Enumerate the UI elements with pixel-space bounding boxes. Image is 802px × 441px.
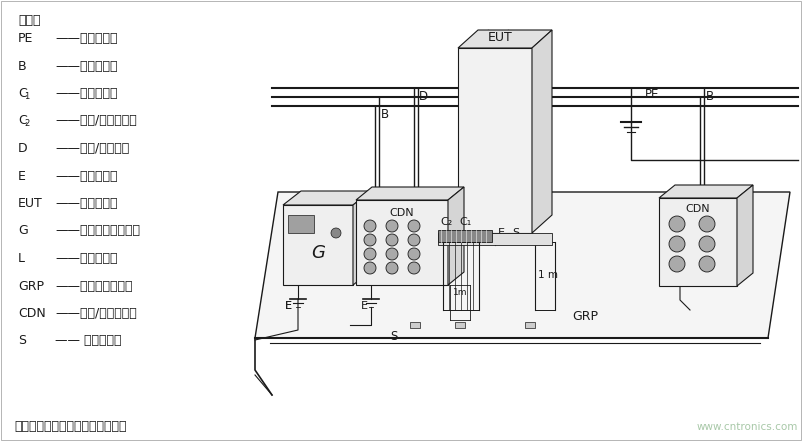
Text: S: S [18,335,26,348]
Circle shape [408,248,420,260]
Bar [455,322,465,328]
Text: ——受试设备；: ——受试设备； [55,197,118,210]
Text: C₁: C₁ [459,217,472,227]
Circle shape [386,220,398,232]
Text: G: G [18,224,28,238]
Polygon shape [356,187,464,200]
Circle shape [408,234,420,246]
Text: C₂: C₂ [440,217,452,227]
Text: 1: 1 [24,92,30,101]
Polygon shape [353,191,371,285]
Text: E: E [18,169,26,183]
Circle shape [364,234,376,246]
Text: CDN: CDN [18,307,46,320]
Text: S: S [512,228,519,238]
Text: EUT: EUT [488,31,512,44]
Bar [288,215,314,233]
Bar [410,322,420,328]
Text: E: E [361,301,368,311]
Text: ——保护接地；: ——保护接地； [55,32,118,45]
Polygon shape [737,185,753,286]
Text: CDN: CDN [686,204,711,214]
Text: G: G [311,244,325,262]
Text: S: S [390,330,397,343]
Text: GRP: GRP [18,280,44,292]
Polygon shape [659,185,753,198]
Text: 1 m: 1 m [538,270,558,280]
Text: CDN: CDN [390,208,415,218]
Circle shape [699,236,715,252]
Text: PE: PE [18,32,34,45]
Polygon shape [458,30,552,48]
Text: ——信号/控制源；: ——信号/控制源； [55,142,129,155]
Circle shape [699,256,715,272]
Circle shape [386,234,398,246]
Text: C: C [18,87,26,100]
Bar [356,200,448,285]
Text: E: E [285,301,292,311]
Text: B: B [381,108,389,121]
Text: ——通讯端口；: ——通讯端口； [55,252,118,265]
Text: B: B [706,90,714,103]
Text: ——接地参考平面；: ——接地参考平面； [55,280,132,292]
Text: ——耦合/去耦网络；: ——耦合/去耦网络； [55,307,137,320]
Polygon shape [283,191,371,205]
Circle shape [669,256,685,272]
Circle shape [364,262,376,274]
Text: EUT: EUT [18,197,43,210]
Circle shape [331,228,341,238]
Text: GRP: GRP [572,310,598,323]
Circle shape [386,262,398,274]
Circle shape [386,248,398,260]
Text: E: E [285,301,292,311]
Circle shape [364,248,376,260]
Text: ——试验信号发生器；: ——试验信号发生器； [55,224,140,238]
Text: www.cntronics.com: www.cntronics.com [697,422,798,432]
Text: ——供电电源；: ——供电电源； [55,60,118,72]
Bar [283,205,353,285]
Circle shape [669,236,685,252]
Text: 注：接地连线应按实际尽可能短。: 注：接地连线应按实际尽可能短。 [14,420,127,433]
Text: 2: 2 [24,120,30,128]
Text: 1m: 1m [453,288,468,297]
Circle shape [408,220,420,232]
Circle shape [669,216,685,232]
Circle shape [364,220,376,232]
Text: C: C [18,115,26,127]
Bar [438,230,492,242]
Text: PE: PE [645,88,659,101]
Text: ——电源端口；: ——电源端口； [55,87,118,100]
Text: E: E [498,228,505,238]
Circle shape [699,216,715,232]
Text: 说明：: 说明： [18,14,40,27]
Text: ——输入/输出端口；: ——输入/输出端口； [55,115,137,127]
Text: D: D [419,90,428,103]
Polygon shape [448,187,464,285]
Bar [458,48,532,233]
Bar [438,233,552,245]
Circle shape [408,262,420,274]
Bar [525,322,535,328]
Text: D: D [18,142,27,155]
Polygon shape [255,192,790,338]
Bar [659,198,737,286]
Text: —— 绵缘支座。: —— 绵缘支座。 [55,335,121,348]
Text: ——接地连接；: ——接地连接； [55,169,118,183]
Polygon shape [532,30,552,233]
Text: L: L [18,252,25,265]
Text: B: B [18,60,26,72]
